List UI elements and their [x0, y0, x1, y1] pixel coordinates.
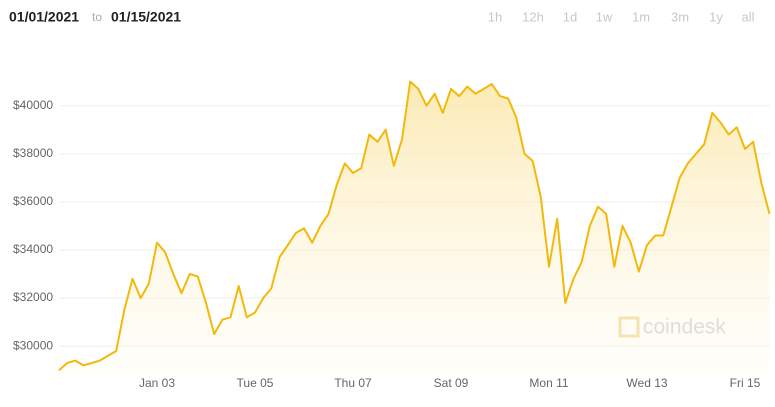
- date-to: 01/15/2021: [111, 9, 181, 25]
- x-tick-label: Thu 07: [334, 376, 372, 390]
- range-button[interactable]: 1h: [488, 9, 502, 24]
- y-tick-label: $34000: [13, 242, 53, 256]
- date-separator: to: [92, 10, 102, 24]
- y-tick-label: $32000: [13, 290, 53, 304]
- y-tick-label: $30000: [13, 338, 53, 352]
- y-tick-label: $38000: [13, 146, 53, 160]
- watermark-logo: [618, 316, 640, 338]
- date-from: 01/01/2021: [9, 9, 79, 25]
- range-button[interactable]: 1w: [596, 9, 613, 24]
- range-button[interactable]: 1m: [632, 9, 650, 24]
- x-tick-label: Fri 15: [730, 376, 761, 390]
- x-tick-label: Jan 03: [139, 376, 175, 390]
- x-tick-label: Tue 05: [237, 376, 274, 390]
- y-tick-label: $40000: [13, 98, 53, 112]
- y-tick-label: $36000: [13, 194, 53, 208]
- range-button[interactable]: all: [741, 9, 754, 24]
- range-button[interactable]: 1y: [709, 9, 723, 24]
- x-tick-label: Mon 11: [529, 376, 568, 390]
- area-fill: [59, 81, 770, 375]
- watermark-text: coindesk: [643, 316, 726, 339]
- range-button[interactable]: 12h: [522, 9, 544, 24]
- price-line: [58, 80, 771, 371]
- range-button[interactable]: 3m: [671, 9, 689, 24]
- range-button[interactable]: 1d: [563, 9, 577, 24]
- x-tick-label: Sat 09: [434, 376, 469, 390]
- x-tick-label: Wed 13: [626, 376, 667, 390]
- watermark: coindesk: [618, 316, 726, 339]
